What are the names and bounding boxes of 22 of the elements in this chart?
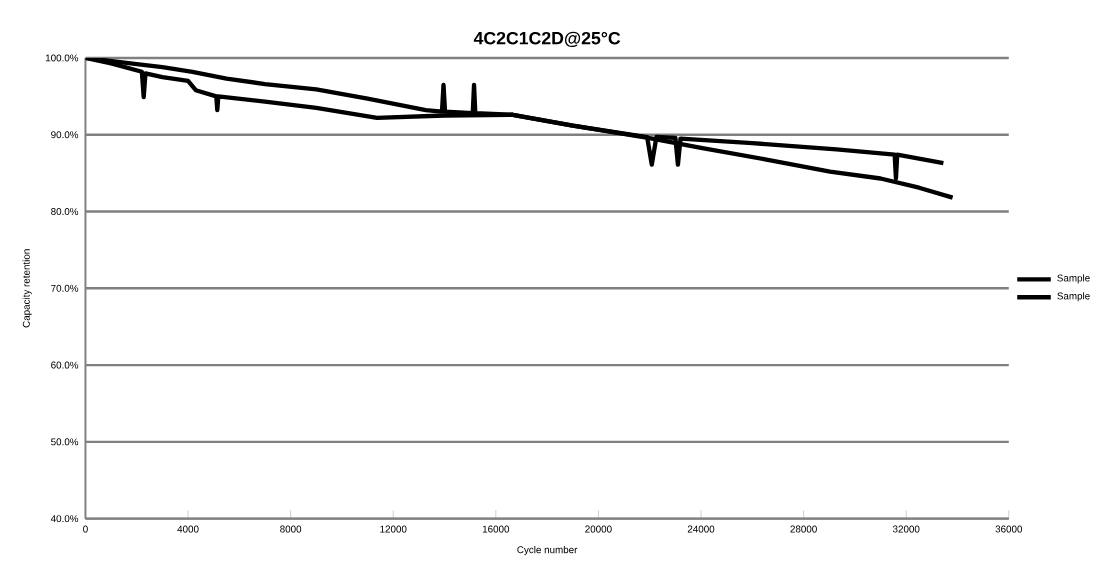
x-tick-label: 0 [83, 525, 88, 533]
x-axis-title: Cycle number [517, 546, 578, 556]
legend-label: Sample [1057, 292, 1090, 302]
x-tick-label: 4000 [177, 525, 199, 533]
y-tick-label: 100.0% [45, 54, 79, 62]
x-tick-label: 20000 [585, 525, 612, 533]
x-tick-label: 36000 [995, 525, 1023, 533]
y-tick-label: 70.0% [51, 284, 79, 292]
x-tick-label: 32000 [892, 525, 920, 533]
x-tick-label: 16000 [482, 525, 510, 533]
y-axis-title: Capacity retention [22, 249, 32, 328]
x-tick-label: 12000 [380, 525, 407, 533]
y-tick-label: 50.0% [51, 438, 79, 446]
y-tick-label: 90.0% [51, 131, 79, 139]
x-tick-label: 24000 [687, 525, 715, 533]
y-tick-label: 80.0% [51, 208, 79, 216]
x-tick-label: 8000 [280, 525, 302, 533]
chart-title: 4C2C1C2D@25°C [473, 31, 621, 48]
legend-label: Sample [1057, 274, 1090, 284]
x-tick-label: 28000 [790, 525, 817, 533]
y-tick-label: 60.0% [51, 361, 79, 369]
y-tick-label: 40.0% [50, 515, 79, 523]
